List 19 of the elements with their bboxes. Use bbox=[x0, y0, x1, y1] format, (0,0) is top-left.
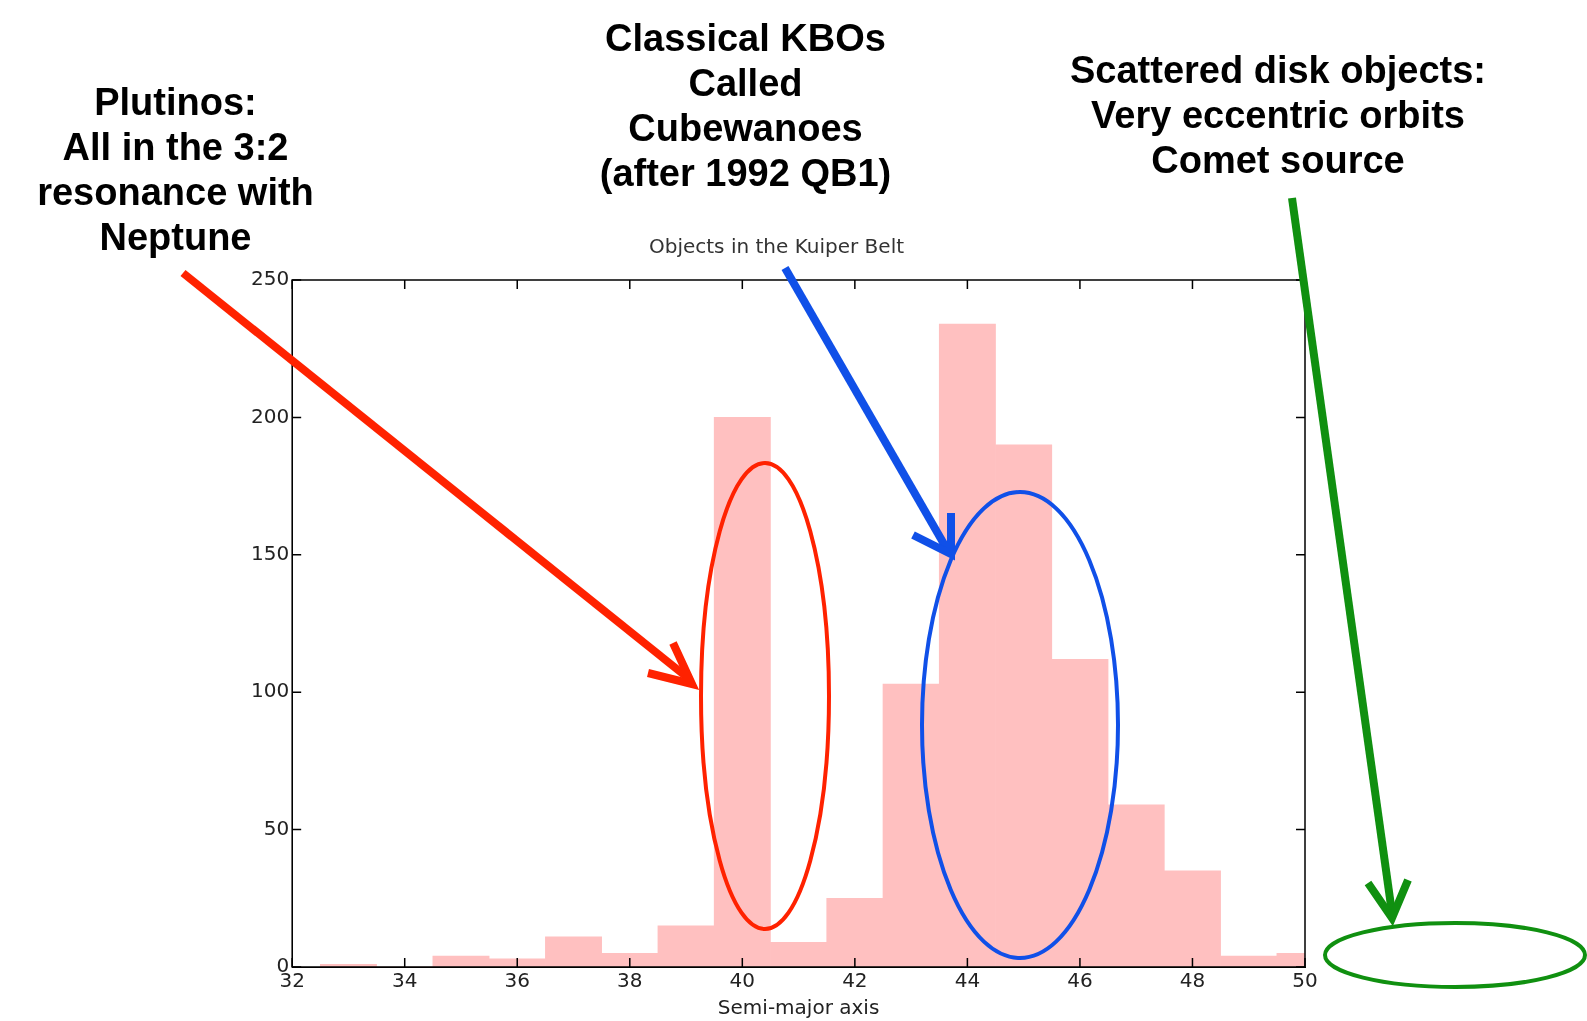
y-tick-label: 250 bbox=[250, 266, 290, 291]
x-tick-label: 48 bbox=[1179, 968, 1206, 993]
y-tick-label: 50 bbox=[263, 815, 290, 840]
x-tick-label: 44 bbox=[954, 968, 981, 993]
x-tick-label: 36 bbox=[504, 968, 530, 993]
y-tick-label: 100 bbox=[250, 678, 290, 703]
x-tick-label: 50 bbox=[1292, 968, 1318, 993]
y-tick-label: 200 bbox=[250, 403, 290, 428]
chart-title: Objects in the Kuiper Belt bbox=[648, 234, 905, 259]
x-tick-label: 38 bbox=[617, 968, 643, 993]
x-tick-label: 42 bbox=[842, 968, 868, 993]
text: Plutinos: All in the 3:2 resonance with Neptune bbox=[36, 80, 315, 260]
text: Scattered disk objects: Very eccentric orbits Comet source bbox=[1068, 48, 1487, 183]
text: Classical KBOs Called Cubewanoes (after 1992 QB1) bbox=[598, 16, 893, 196]
x-axis-title: Semi-major axis bbox=[717, 995, 880, 1020]
x-tick-label: 34 bbox=[391, 968, 418, 993]
x-tick-label: 40 bbox=[729, 968, 756, 993]
x-tick-label: 46 bbox=[1067, 968, 1093, 993]
y-tick-label: 150 bbox=[250, 541, 290, 565]
